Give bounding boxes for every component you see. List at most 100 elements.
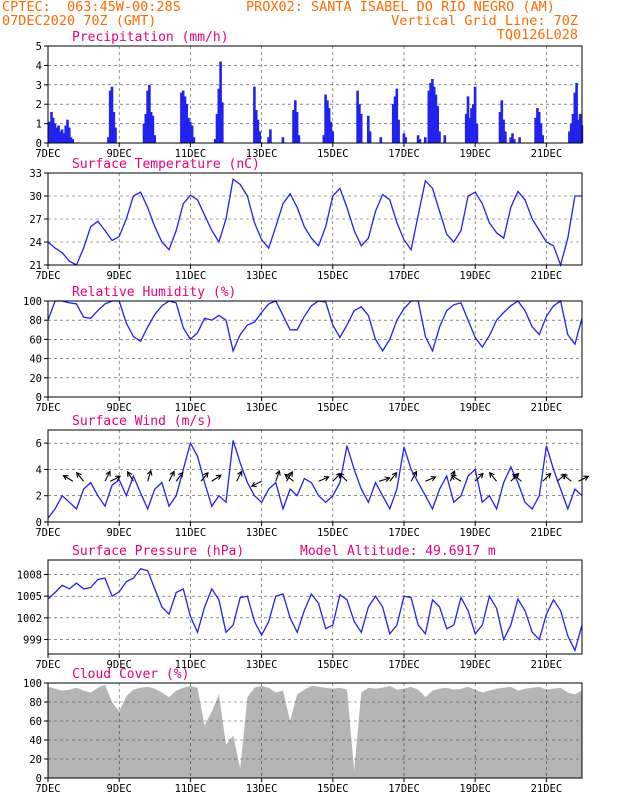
wind-vector-arrowhead [561, 473, 568, 480]
precip-bar [472, 104, 475, 143]
wind-vector-arrow [410, 471, 417, 482]
wind-vector-arrowhead [323, 475, 330, 482]
rh-frame [47, 300, 583, 398]
wind-vector-arrowhead [146, 469, 153, 476]
wind-vector-arrowhead [512, 473, 518, 480]
precip-bar [146, 90, 149, 143]
y-tick-label: 1 [36, 119, 42, 131]
precip-bar [221, 102, 224, 143]
precip-bar [50, 112, 53, 143]
y-tick-label: 4 [36, 464, 42, 476]
pres-subtitle: Model Altitude: 49.6917 m [300, 544, 496, 559]
x-tick-label: 17DEC [388, 527, 420, 539]
precip-bar [69, 137, 73, 143]
x-tick-label: 15DEC [317, 270, 349, 282]
panel-pres: 999 1002 1005 1008 7DEC 9DEC 11DEC 13DEC 15DEC 17… [17, 544, 583, 671]
precip-bar [66, 119, 69, 143]
x-tick-label: 7DEC [35, 270, 60, 282]
y-tick-label: 100 [23, 678, 42, 690]
precip-bar [473, 86, 477, 143]
precip-bar [466, 96, 470, 143]
x-tick-label: 11DEC [175, 402, 207, 414]
precip-bar [108, 90, 112, 143]
wind-vector-arrowhead [250, 481, 257, 487]
wind-vector-arrowhead [488, 471, 495, 478]
header-model-id: TQ0126L028 [496, 27, 578, 43]
wind-vector-arrowhead [275, 469, 281, 476]
precip-bar [294, 100, 297, 143]
x-tick-label: 7DEC [35, 659, 60, 671]
precip-bar [575, 82, 578, 143]
precip-bar [418, 139, 422, 143]
precip-bar [215, 113, 219, 143]
precip-bar [397, 119, 400, 143]
precip-bar [258, 131, 261, 143]
temp-series-line [47, 177, 582, 268]
y-tick-label: 2 [36, 99, 42, 111]
x-tick-label: 17DEC [388, 659, 420, 671]
x-tick-label: 13DEC [246, 659, 278, 671]
y-tick-label: 0 [36, 773, 42, 785]
wind-vector-arrow [76, 472, 85, 482]
x-tick-label: 9DEC [107, 527, 132, 539]
precip-bar [402, 133, 406, 143]
x-tick-label: 9DEC [107, 270, 132, 282]
x-tick-label: 15DEC [317, 148, 349, 160]
precip-bar [577, 119, 580, 143]
x-tick-label: 19DEC [459, 270, 491, 282]
wind-vector-arrow [389, 472, 398, 482]
precip-bar [569, 123, 573, 143]
x-tick-label: 21DEC [531, 783, 563, 795]
precip-bar [55, 127, 59, 143]
precip-bar [393, 96, 397, 143]
x-tick-label: 17DEC [388, 148, 420, 160]
pres-frame [47, 559, 583, 655]
y-tick-label: 20 [29, 754, 42, 766]
precip-bar [475, 123, 479, 143]
precip-bar [253, 86, 256, 143]
y-tick-label: 2 [36, 491, 42, 503]
panel-precip: 0 1 2 3 4 5 7DEC 9DEC 11DEC 13DEC 15DEC 17DEC 19DEC 2… [35, 30, 584, 160]
precip-bar [148, 84, 151, 143]
precip-bar [502, 119, 505, 143]
x-tick-label: 11DEC [175, 659, 207, 671]
y-tick-label: 1008 [17, 569, 42, 581]
temp-title: Surface Temperature (nC) [72, 157, 260, 172]
y-tick-label: 30 [29, 191, 42, 203]
precip-bar [327, 108, 331, 143]
x-tick-label: 13DEC [246, 783, 278, 795]
wind-vector-arrowhead [391, 471, 398, 478]
x-tick-label: 15DEC [317, 783, 349, 795]
precip-bar [541, 135, 544, 143]
x-tick-label: 17DEC [388, 402, 420, 414]
wind-vector-arrowhead [450, 470, 456, 477]
precip-bar [68, 127, 71, 143]
precip-bar [187, 117, 190, 143]
precip-bar [424, 137, 427, 143]
x-tick-label: 21DEC [531, 402, 563, 414]
x-tick-label: 9DEC [107, 402, 132, 414]
x-tick-label: 9DEC [107, 148, 132, 160]
wind-vector-arrow [286, 471, 293, 482]
precip-bar [324, 94, 327, 143]
precip-bar [536, 108, 539, 143]
y-tick-label: 80 [29, 697, 42, 709]
wind-vector-arrowhead [115, 475, 122, 481]
precip-bar [295, 112, 299, 143]
wind-vector-arrow [378, 477, 390, 482]
precip-bar [180, 92, 183, 143]
precip-bar [513, 139, 516, 143]
precip-bar [468, 117, 472, 143]
precip-bar [59, 131, 62, 143]
precip-bar [367, 115, 370, 143]
precip-bar [269, 129, 272, 143]
wind-vector-arrow [338, 473, 348, 482]
wind-vector-arrowhead [169, 470, 175, 477]
precip-bar [57, 125, 60, 143]
precip-bar [189, 121, 192, 143]
pres-title: Surface Pressure (hPa) [72, 544, 244, 559]
x-tick-label: 13DEC [246, 402, 278, 414]
precip-bar [71, 139, 75, 143]
precip-bar [114, 127, 117, 143]
x-tick-label: 17DEC [388, 783, 420, 795]
